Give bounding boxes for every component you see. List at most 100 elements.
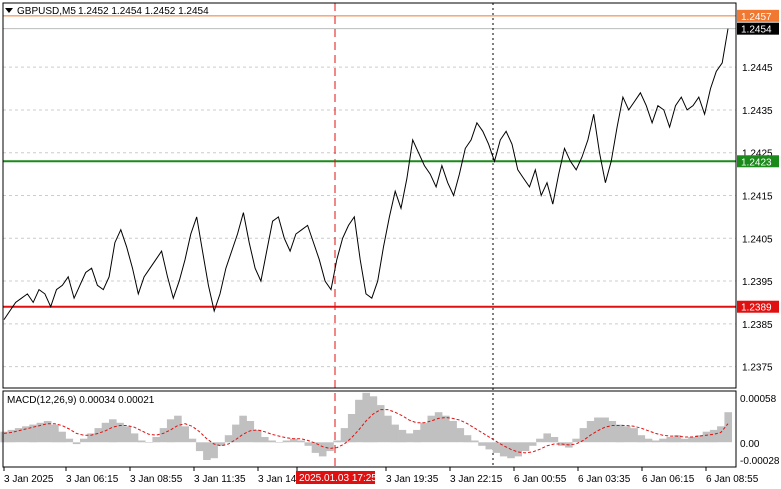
- macd-bar: [224, 435, 233, 443]
- macd-bar: [637, 435, 646, 443]
- macd-bar: [239, 415, 247, 443]
- macd-histogram: [0, 392, 732, 460]
- time-tick-label: 6 Jan 03:35: [578, 474, 631, 485]
- time-marker-label: 2025.01.03 17:25: [299, 473, 377, 484]
- macd-bar: [152, 437, 160, 443]
- macd-bar: [652, 440, 660, 443]
- macd-bar: [405, 433, 414, 443]
- price-tick-label: 1.2405: [742, 234, 773, 245]
- macd-bar: [217, 442, 226, 446]
- macd-bar: [456, 428, 465, 443]
- macd-bar: [724, 412, 732, 443]
- macd-bar: [87, 433, 95, 443]
- macd-bar: [398, 429, 407, 443]
- price-tick-label: 1.2375: [742, 363, 773, 374]
- price-tag-label: 1.2457: [741, 12, 772, 23]
- macd-bar: [543, 433, 551, 443]
- macd-bar: [579, 428, 588, 443]
- macd-bar: [297, 440, 305, 443]
- price-series-line: [3, 28, 729, 320]
- price-level-tags: 1.2457 1.2454 1.2423 1.2389: [737, 9, 779, 314]
- ohlc-values: 1.2452 1.2454 1.2452 1.2454: [78, 6, 209, 17]
- macd-bar: [51, 424, 59, 443]
- price-tick-label: 1.2445: [742, 63, 773, 74]
- time-tick-label: 3 Jan 06:15: [66, 474, 119, 485]
- macd-bar: [174, 415, 182, 443]
- macd-bar: [391, 424, 399, 443]
- macd-bar: [275, 442, 284, 443]
- macd-bar: [594, 417, 602, 443]
- macd-bar: [246, 421, 255, 443]
- macd-bar: [449, 421, 457, 443]
- macd-bar: [72, 442, 81, 445]
- macd-bar: [14, 428, 23, 443]
- macd-bar: [601, 417, 609, 443]
- macd-bar: [615, 424, 624, 443]
- macd-bar: [608, 421, 617, 443]
- macd-bar: [333, 440, 341, 443]
- macd-bar: [0, 431, 8, 443]
- macd-bar: [326, 442, 334, 452]
- macd-bar: [58, 431, 66, 443]
- macd-bar: [80, 438, 88, 443]
- dropdown-arrow-icon[interactable]: [5, 8, 13, 13]
- price-axis: 1.23751.23851.23951.24051.24151.24251.24…: [742, 63, 773, 373]
- macd-bar: [166, 419, 175, 443]
- macd-bar: [427, 415, 436, 443]
- price-tick-label: 1.2385: [742, 320, 773, 331]
- macd-bar: [499, 442, 508, 457]
- macd-bar: [521, 442, 530, 452]
- macd-label: MACD(12,26,9) 0.00034 0.00021: [7, 395, 155, 406]
- macd-bar: [195, 442, 204, 452]
- macd-bar: [261, 437, 269, 443]
- macd-bar: [94, 428, 103, 443]
- macd-bar: [22, 426, 30, 443]
- macd-bar: [355, 399, 363, 443]
- macd-bar: [311, 442, 320, 453]
- price-tag-label: 1.2454: [741, 25, 772, 36]
- price-tag-box: [737, 22, 779, 35]
- macd-bar: [420, 422, 428, 443]
- macd-bar: [492, 442, 501, 453]
- macd-bar: [347, 414, 356, 443]
- macd-bar: [695, 435, 703, 443]
- macd-signal-line: [3, 409, 729, 454]
- macd-bar: [536, 438, 544, 443]
- macd-bar: [188, 438, 197, 443]
- macd-bar: [36, 422, 45, 443]
- chart-header[interactable]: GBPUSD,M5 1.2452 1.2454 1.2452 1.2454: [5, 6, 209, 17]
- time-tick-label: 6 Jan 06:15: [642, 474, 695, 485]
- macd-bar: [702, 431, 711, 443]
- macd-bar: [210, 442, 218, 459]
- macd-panel-frame: [2, 390, 737, 468]
- time-axis: 3 Jan 2025 3 Jan 06:15 3 Jan 08:55 3 Jan 11…: [3, 467, 759, 485]
- macd-bar: [630, 428, 638, 443]
- level-lines: [3, 15, 736, 308]
- macd-bar: [282, 440, 291, 443]
- macd-bar: [101, 422, 110, 443]
- price-tag-label: 1.2389: [741, 303, 772, 314]
- time-tick-label: 3 Jan 2025: [4, 474, 54, 485]
- time-tick-label: 3 Jan 11:35: [194, 474, 246, 485]
- macd-bar: [442, 415, 450, 443]
- macd-bar: [688, 437, 696, 443]
- macd-bar: [666, 437, 675, 443]
- grid: [3, 66, 736, 368]
- macd-bar: [116, 422, 124, 443]
- macd-bar: [290, 438, 298, 443]
- main-panel-frame: [2, 2, 737, 389]
- macd-bar: [572, 438, 580, 443]
- macd-bar: [232, 424, 240, 443]
- time-tick-label: 3 Jan 08:55: [130, 474, 183, 485]
- price-tag-label: 1.2423: [741, 157, 772, 168]
- time-tick-label: 6 Jan 08:55: [706, 474, 759, 485]
- macd-bar: [644, 438, 653, 443]
- macd-bar: [478, 442, 486, 446]
- macd-bar: [130, 433, 139, 443]
- macd-bar: [123, 426, 132, 443]
- macd-bar: [463, 435, 472, 443]
- price-tick-label: 1.2425: [742, 149, 773, 160]
- macd-scale-bottom: -0.00028: [740, 456, 780, 467]
